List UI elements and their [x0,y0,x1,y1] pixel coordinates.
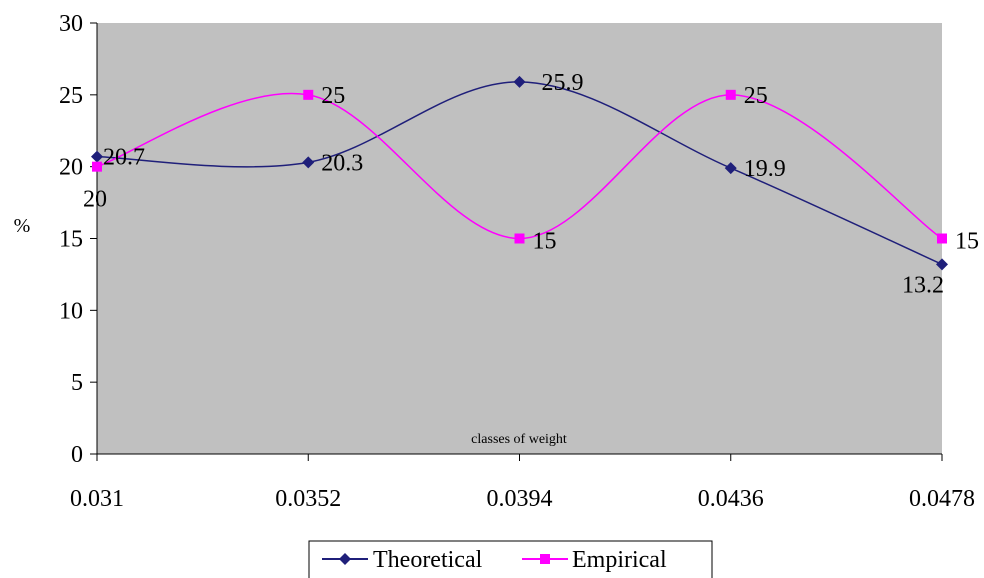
point-empirical [725,89,736,100]
x-tick-label: 0.0478 [909,486,975,512]
data-label-empirical: 20 [83,187,107,213]
data-labels: 20.7 20.3 25.9 19.9 13.2 20 25 15 25 15 [83,70,979,298]
x-axis-title: classes of weight [471,432,567,447]
point-empirical [92,161,102,172]
legend-empirical-marker [540,554,550,564]
data-label-theoretical: 13.2 [902,272,944,298]
x-tick-label: 0.0394 [487,486,553,512]
y-axis-ticks: 0 5 10 15 20 25 30 [59,11,97,468]
data-label-empirical: 15 [533,229,557,255]
series-layer [91,75,948,271]
y-tick-label: 10 [59,298,83,324]
point-empirical [514,233,525,244]
point-empirical [937,233,947,244]
point-theoretical [513,75,526,88]
data-label-theoretical: 19.9 [744,156,786,182]
x-tick-label: 0.031 [70,486,124,512]
x-tick-label: 0.0436 [698,486,764,512]
y-tick-label: 30 [59,11,83,37]
point-theoretical [936,258,948,271]
legend-empirical-label: Empirical [572,547,667,573]
data-label-theoretical: 20.7 [103,145,145,171]
y-tick-label: 25 [59,83,83,109]
legend: Theoretical Empirical [308,540,713,578]
y-tick-label: 0 [71,442,83,468]
data-label-theoretical: 20.3 [321,150,363,176]
data-label-empirical: 15 [955,229,979,255]
legend-theoretical-marker [339,553,351,565]
point-empirical [303,89,314,100]
x-tick-label: 0.0352 [275,486,341,512]
data-label-theoretical: 25.9 [542,70,584,96]
y-axis-title: % [14,215,31,237]
point-theoretical [91,150,103,163]
legend-theoretical-label: Theoretical [373,547,483,573]
y-tick-label: 20 [59,155,83,181]
y-tick-label: 15 [59,227,83,253]
data-label-empirical: 25 [744,83,768,109]
point-theoretical [724,162,737,175]
x-axis-ticks: 0.031 0.0352 0.0394 0.0436 0.0478 [70,454,975,512]
y-tick-label: 5 [71,370,83,396]
legend-box [308,540,713,578]
point-theoretical [302,156,315,169]
data-label-empirical: 25 [321,83,345,109]
